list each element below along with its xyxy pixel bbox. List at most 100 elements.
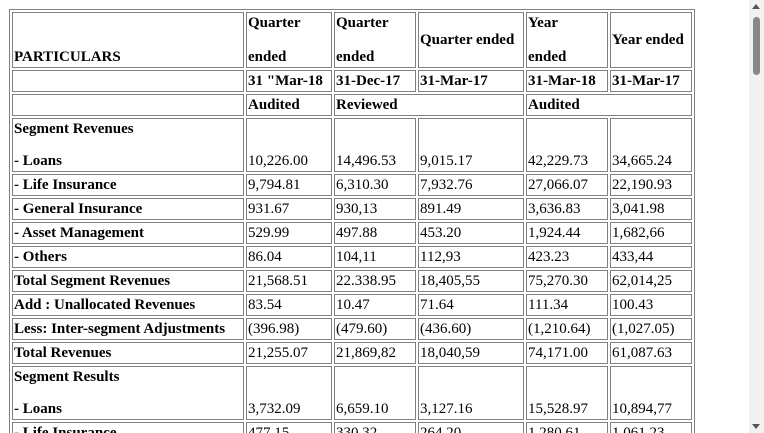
value-cell: 423.23: [526, 246, 608, 268]
value-cell: 9,015.17: [418, 118, 524, 172]
scroll-up[interactable]: [752, 4, 760, 9]
value-cell: 1,924.44: [526, 222, 608, 244]
row-label: Less: Inter-segment Adjustments: [12, 318, 244, 340]
scroll-down[interactable]: [752, 424, 760, 429]
data-row: - Others 86.04 104,11 112,93 423.23 433,44: [12, 246, 692, 268]
status-cell: Audited: [526, 94, 692, 116]
row-label-text: - Life Insurance: [14, 425, 117, 433]
header-stack: Year ended: [528, 13, 606, 67]
label-stack: Segment Results - Loans: [14, 367, 242, 419]
row-label-text: - Loans: [14, 153, 62, 169]
value-cell: 83.54: [246, 294, 332, 316]
row-label-text: Add : Unallocated Revenues: [14, 297, 196, 313]
value-cell: 15,528.97: [526, 366, 608, 420]
header-cell: Year ended: [526, 12, 608, 68]
value-cell: (1,210.64): [526, 318, 608, 340]
value-cell: 10,226.00: [246, 118, 332, 172]
value-cell: 75,270.30: [526, 270, 608, 292]
data-row: Total Segment Revenues 21,568.51 22.338.95…: [12, 270, 692, 292]
header-text: ended: [528, 49, 567, 65]
date-cell: 31-Dec-17: [334, 70, 416, 92]
row-label: Total Revenues: [12, 342, 244, 364]
row-label: Segment Results - Loans: [12, 366, 244, 420]
value-cell: 18,405,55: [418, 270, 524, 292]
value-cell: 21,255.07: [246, 342, 332, 364]
value-cell: 14,496.53: [334, 118, 416, 172]
data-row: - Asset Management 529.99 497.88 453.20 1,92…: [12, 222, 692, 244]
row-label: Add : Unallocated Revenues: [12, 294, 244, 316]
header-row: PARTICULARS Quarter ended Quarter ended Quart…: [12, 12, 692, 68]
row-label: Total Segment Revenues: [12, 270, 244, 292]
status-cell: Audited: [246, 94, 332, 116]
section-title: Segment Results: [14, 369, 120, 385]
row-label-text: Total Segment Revenues: [14, 273, 171, 289]
value-cell: 100.43: [610, 294, 692, 316]
data-row: Segment Results - Loans 3,732.09 6,659.10 3,…: [12, 366, 692, 420]
value-cell: 891.49: [418, 198, 524, 220]
scroll-thumb[interactable]: [753, 17, 760, 75]
blank-cell: [12, 94, 244, 116]
value-cell: 477.15: [246, 422, 332, 433]
label-stack: Segment Revenues - Loans: [14, 119, 242, 171]
row-label-text: - General Insurance: [14, 201, 143, 217]
value-cell: 6,659.10: [334, 366, 416, 420]
header-cell: Year ended: [610, 12, 692, 68]
value-cell: (396.98): [246, 318, 332, 340]
row-label-text: - Life Insurance: [14, 177, 117, 193]
value-cell: 21,869,82: [334, 342, 416, 364]
row-label: - Others: [12, 246, 244, 268]
value-cell: 27,066.07: [526, 174, 608, 196]
header-cell: Quarter ended: [246, 12, 332, 68]
value-cell: 74,171.00: [526, 342, 608, 364]
row-label: - Life Insurance: [12, 174, 244, 196]
value-cell: 6,310.30: [334, 174, 416, 196]
value-cell: 264.20: [418, 422, 524, 433]
value-cell: 104,11: [334, 246, 416, 268]
data-row: - Life Insurance 9,794.81 6,310.30 7,932.76…: [12, 174, 692, 196]
value-cell: 21,568.51: [246, 270, 332, 292]
header-cell: Quarter ended: [418, 12, 524, 68]
data-row: Total Revenues 21,255.07 21,869,82 18,040,5…: [12, 342, 692, 364]
value-cell: 9,794.81: [246, 174, 332, 196]
header-text: PARTICULARS: [14, 49, 121, 65]
value-cell: 1,280.61: [526, 422, 608, 433]
value-cell: 62,014,25: [610, 270, 692, 292]
section-title: Segment Revenues: [14, 121, 134, 137]
value-cell: (1,027.05): [610, 318, 692, 340]
value-cell: (436.60): [418, 318, 524, 340]
value-cell: 930,13: [334, 198, 416, 220]
value-cell: 111.34: [526, 294, 608, 316]
row-label: Segment Revenues - Loans: [12, 118, 244, 172]
value-cell: 86.04: [246, 246, 332, 268]
scrollbar[interactable]: [749, 0, 764, 433]
header-cell: PARTICULARS: [12, 12, 244, 68]
value-cell: 112,93: [418, 246, 524, 268]
value-cell: 7,932.76: [418, 174, 524, 196]
value-cell: 433,44: [610, 246, 692, 268]
value-cell: 42,229.73: [526, 118, 608, 172]
header-stack: Quarter ended: [248, 13, 330, 67]
value-cell: 529.99: [246, 222, 332, 244]
data-row: Segment Revenues - Loans 10,226.00 14,496.5…: [12, 118, 692, 172]
date-cell: 31-Mar-17: [610, 70, 692, 92]
value-cell: 34,665.24: [610, 118, 692, 172]
value-cell: 10,894,77: [610, 366, 692, 420]
value-cell: 3,732.09: [246, 366, 332, 420]
header-cell: Quarter ended: [334, 12, 416, 68]
status-cell: Reviewed: [334, 94, 524, 116]
value-cell: 22,190.93: [610, 174, 692, 196]
header-text: Quarter: [248, 15, 301, 31]
row-label-text: - Others: [14, 249, 67, 265]
value-cell: 1,061.23: [610, 422, 692, 433]
header-text: Year: [528, 15, 558, 31]
header-text: Year ended: [612, 32, 684, 48]
value-cell: 497.88: [334, 222, 416, 244]
date-cell: 31-Mar-17: [418, 70, 524, 92]
value-cell: 3,041.98: [610, 198, 692, 220]
row-label: - General Insurance: [12, 198, 244, 220]
data-row: Add : Unallocated Revenues 83.54 10.47 71.6…: [12, 294, 692, 316]
data-row: - Life Insurance 477.15 330.32 264.20 1,280.…: [12, 422, 692, 433]
value-cell: 3,127.16: [418, 366, 524, 420]
status-row: Audited Reviewed Audited: [12, 94, 692, 116]
